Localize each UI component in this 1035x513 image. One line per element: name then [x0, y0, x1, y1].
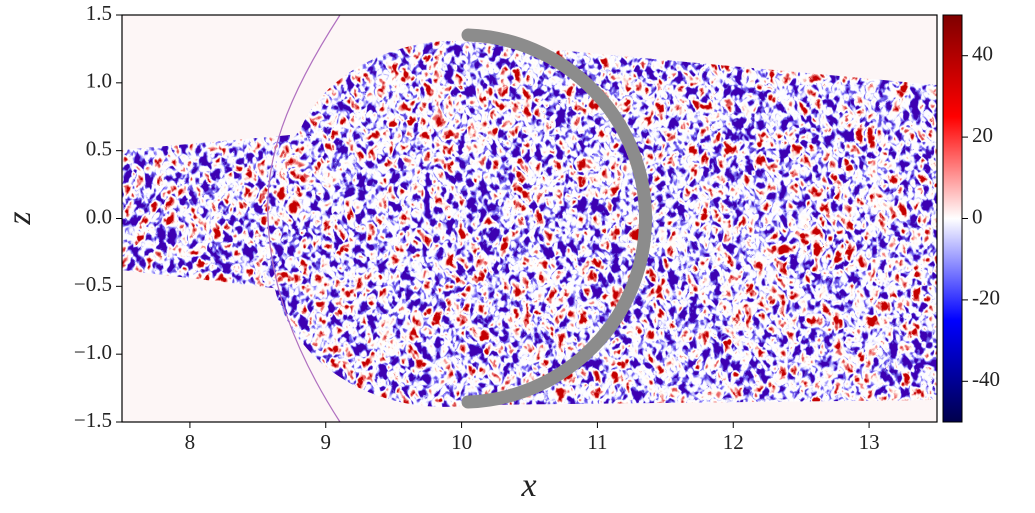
colorbar-tick-label: 40: [972, 42, 993, 66]
y-tick-label: 0.5: [86, 136, 112, 160]
x-tick-label: 10: [451, 430, 472, 454]
x-tick-label: 9: [321, 430, 332, 454]
y-tick-label: 0.0: [86, 204, 112, 228]
x-tick-label: 13: [859, 430, 880, 454]
plot-area: [121, 14, 938, 423]
y-axis-label: z: [1, 211, 38, 225]
colorbar-tick-label: 0: [972, 204, 983, 228]
x-axis-label: x: [520, 467, 536, 504]
bow-shock: [267, 14, 341, 423]
colorbar-tick-label: -20: [972, 286, 1000, 310]
shield: [461, 28, 652, 409]
y-tick-label: 1.5: [86, 1, 112, 25]
y-tick-label: −1.5: [74, 408, 112, 432]
y-tick-label: −0.5: [74, 272, 112, 296]
y-tick-label: −1.0: [74, 340, 112, 364]
x-tick-label: 11: [587, 430, 607, 454]
y-tick-label: 1.0: [86, 69, 112, 93]
colorbar-tick-label: -40: [972, 367, 1000, 391]
colorbar: [942, 14, 963, 423]
colorbar-tick-label: 20: [972, 123, 993, 147]
x-tick-label: 12: [723, 430, 744, 454]
x-tick-label: 8: [185, 430, 196, 454]
